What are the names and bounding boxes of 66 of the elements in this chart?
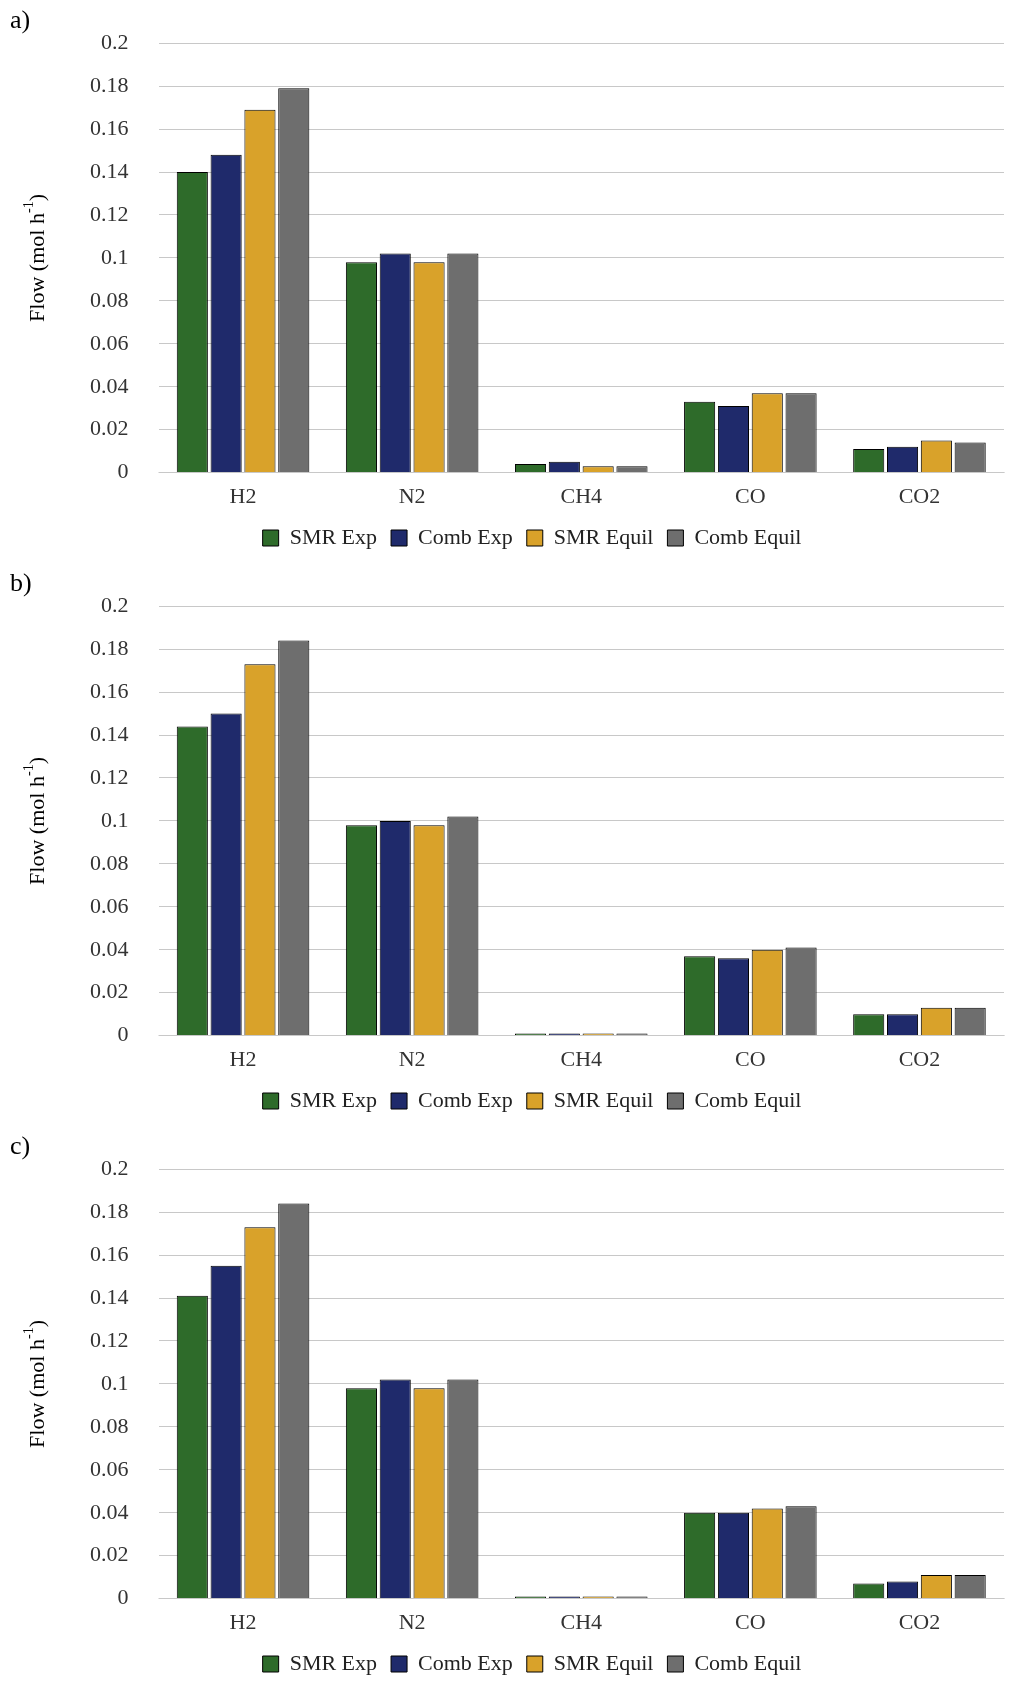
x-tick-label: N2: [398, 482, 426, 508]
y-tick-label: 0.14: [90, 720, 129, 746]
x-tick-label: CO: [735, 1045, 766, 1071]
y-tick-label: 0.14: [90, 1283, 129, 1309]
legend-label: Comb Exp: [418, 1649, 513, 1675]
legend-label: Comb Equil: [694, 1086, 802, 1112]
legend-label: SMR Equil: [553, 523, 654, 549]
y-tick-label: 0: [117, 1021, 129, 1047]
text: c): [10, 1130, 31, 1160]
y-tick-label: 0.18: [90, 71, 129, 97]
y-tick-label: 0.2: [101, 591, 129, 617]
y-tick-label: 0.12: [90, 1326, 129, 1352]
x-tick-label: N2: [398, 1045, 426, 1071]
y-tick-label: 0.08: [90, 286, 129, 312]
x-tick-label: CO: [735, 482, 766, 508]
x-tick-label: H2: [229, 1045, 257, 1071]
y-tick-label: 0.02: [90, 978, 129, 1004]
y-tick-label: 0.18: [90, 634, 129, 660]
y-tick-label: 0.06: [90, 892, 129, 918]
y-tick-label: 0.2: [101, 28, 129, 54]
y-tick-label: 0.14: [90, 157, 129, 183]
x-tick-label: CH4: [560, 482, 603, 508]
legend-label: Comb Equil: [694, 1649, 802, 1675]
x-tick-label: H2: [229, 1608, 257, 1634]
y-axis-title: Flow (mol h-1): [19, 756, 49, 885]
legend-label: SMR Equil: [553, 1086, 654, 1112]
legend-label: SMR Exp: [289, 1649, 378, 1675]
y-tick-label: 0: [117, 458, 129, 484]
y-tick-label: 0.12: [90, 200, 129, 226]
y-tick-label: 0.06: [90, 329, 129, 355]
legend-label: SMR Exp: [289, 1086, 378, 1112]
x-tick-label: N2: [398, 1608, 426, 1634]
y-tick-label: 0.18: [90, 1197, 129, 1223]
y-tick-label: 0.16: [90, 1240, 129, 1266]
y-tick-label: 0.12: [90, 763, 129, 789]
y-tick-label: 0.16: [90, 114, 129, 140]
y-tick-label: 0.1: [101, 806, 129, 832]
legend-label: SMR Exp: [289, 523, 378, 549]
y-tick-label: 0.06: [90, 1455, 129, 1481]
x-tick-label: CO2: [898, 1045, 941, 1071]
y-axis-title: Flow (mol h-1): [19, 1319, 49, 1448]
text: a): [10, 4, 31, 34]
y-tick-label: 0.08: [90, 1412, 129, 1438]
y-tick-label: 0.1: [101, 1369, 129, 1395]
y-tick-label: 0.08: [90, 849, 129, 875]
legend-label: SMR Equil: [553, 1649, 654, 1675]
legend-label: Comb Exp: [418, 1086, 513, 1112]
x-tick-label: CO2: [898, 482, 941, 508]
x-tick-label: CH4: [560, 1045, 603, 1071]
y-tick-label: 0.04: [90, 372, 129, 398]
legend-label: Comb Exp: [418, 523, 513, 549]
y-tick-label: 0.02: [90, 1541, 129, 1567]
x-tick-label: CO: [735, 1608, 766, 1634]
text: b): [10, 567, 32, 597]
y-tick-label: 0.2: [101, 1154, 129, 1180]
y-tick-label: 0.04: [90, 935, 129, 961]
legend-label: Comb Equil: [694, 523, 802, 549]
x-tick-label: CO2: [898, 1608, 941, 1634]
y-axis-title: Flow (mol h-1): [19, 193, 49, 322]
y-tick-label: 0.16: [90, 677, 129, 703]
x-tick-label: H2: [229, 482, 257, 508]
y-tick-label: 0.04: [90, 1498, 129, 1524]
y-tick-label: 0.02: [90, 415, 129, 441]
x-tick-label: CH4: [560, 1608, 603, 1634]
y-tick-label: 0: [117, 1584, 129, 1610]
y-tick-label: 0.1: [101, 243, 129, 269]
